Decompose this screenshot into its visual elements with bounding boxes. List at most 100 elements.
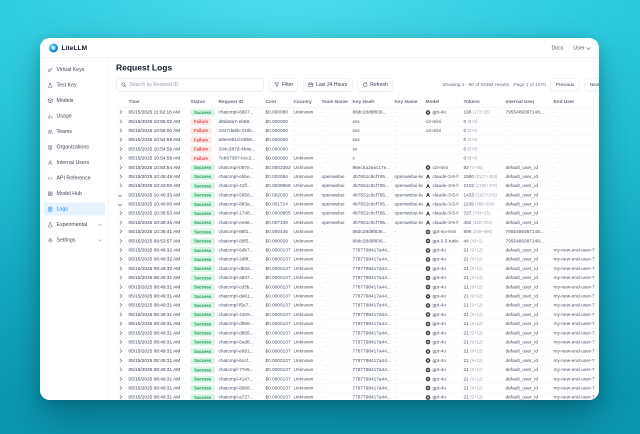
sidebar-item-teams[interactable]: Teams <box>44 125 106 138</box>
sidebar-item-experimental[interactable]: Experimental <box>44 218 106 231</box>
table-row[interactable]: 05/15/2025 10:43:00 AM Success chatcmpl-41… <box>116 181 595 191</box>
row-expand-chevron[interactable] <box>117 128 123 133</box>
sidebar-item-organizations[interactable]: Organizations <box>44 141 106 154</box>
row-expand-chevron[interactable] <box>117 137 123 142</box>
table-row[interactable]: 05/15/2025 11:02:18 AM Success chatcmpl-88… <box>116 107 595 118</box>
table-row[interactable]: 05/15/2025 09:53:57 AM Success chatcmpl-88… <box>116 236 595 246</box>
table-cell: 92 (7+85) <box>461 162 503 173</box>
previous-page-button[interactable]: Previous <box>550 78 580 91</box>
sidebar-item-usage[interactable]: Usage <box>44 110 106 123</box>
sidebar-item-virtual-keys[interactable]: Virtual Keys <box>44 63 106 76</box>
table-row[interactable]: 05/15/2025 10:55:02 AM Failure d8da5a7-eb8… <box>116 116 595 127</box>
row-expand-chevron[interactable] <box>117 238 123 243</box>
table-row[interactable]: 05/15/2025 08:49:32 AM Success chatcmpl-d5… <box>116 264 595 274</box>
table-row[interactable]: 05/15/2025 08:49:32 AM Success chatcmpl-2d… <box>116 254 595 265</box>
table-row[interactable]: 05/15/2025 10:40:33 AM Success chatcmpl-58… <box>116 190 595 200</box>
table-row[interactable]: 05/15/2025 08:49:31 AM Success chatcmpl-43… <box>116 310 595 320</box>
row-expand-chevron[interactable] <box>117 349 123 354</box>
table-row[interactable]: 05/15/2025 08:49:31 AM Success chatcmpl-89… <box>116 383 595 394</box>
table-row[interactable]: 05/15/2025 08:49:31 AM Success chatcmpl-d8… <box>116 328 595 338</box>
table-cell: default_user_id <box>503 254 551 265</box>
row-expand-chevron[interactable] <box>117 109 123 115</box>
row-expand-chevron[interactable] <box>117 247 123 253</box>
table-cell: Unknown <box>291 107 319 118</box>
table-row[interactable]: 05/15/2025 10:39:53 AM Success chatcmpl-17… <box>116 208 595 219</box>
row-expand-chevron[interactable] <box>117 211 123 216</box>
sidebar-item-internal-users[interactable]: Internal Users <box>44 156 106 169</box>
row-expand-chevron[interactable] <box>117 220 123 225</box>
table-row[interactable]: 05/15/2025 08:49:31 AM Success chatcmpl-da… <box>116 291 595 302</box>
filter-button[interactable]: Filter <box>269 78 299 92</box>
row-expand-chevron[interactable] <box>117 339 123 345</box>
docs-link[interactable]: Docs <box>551 44 564 51</box>
row-expand-chevron[interactable] <box>117 183 123 188</box>
table-row[interactable]: 05/15/2025 10:54:59 AM Failure 334c387d-4b… <box>116 144 595 154</box>
search-input[interactable] <box>129 82 259 88</box>
table-row[interactable]: 05/15/2025 10:38:41 AM Success chatcmpl-88… <box>116 227 595 237</box>
openai-icon <box>425 248 431 253</box>
table-row[interactable]: 05/15/2025 08:49:31 AM Success chatcmpl-6c… <box>116 356 595 366</box>
table-cell: 05/15/2025 08:49:31 AM <box>126 310 188 320</box>
table-cell: - <box>392 365 423 375</box>
table-row[interactable]: 05/15/2025 10:45:49 AM Success chatcmpl-eb… <box>116 172 595 182</box>
next-page-button[interactable]: Next <box>584 78 599 91</box>
table-row[interactable]: 05/15/2025 08:49:31 AM Success chatcmpl-a7… <box>116 392 595 400</box>
row-expand-chevron[interactable] <box>117 367 123 372</box>
row-expand-chevron[interactable] <box>117 395 123 400</box>
table-row[interactable]: 05/15/2025 08:49:31 AM Success chatcmpl-d9… <box>116 319 595 329</box>
row-expand-chevron[interactable] <box>117 174 123 179</box>
table-row[interactable]: 05/15/2025 10:54:54 AM Success chatcmpl-b8… <box>116 162 595 173</box>
row-expand-chevron[interactable] <box>117 229 123 234</box>
table-row[interactable]: 05/15/2025 08:49:31 AM Success chatcmpl-41… <box>116 374 595 384</box>
row-expand-chevron[interactable] <box>117 303 123 308</box>
row-expand-chevron[interactable] <box>117 119 123 124</box>
table-cell: chatcmpl-4147... <box>216 374 263 384</box>
row-expand-chevron[interactable] <box>117 358 123 363</box>
sidebar-item-models[interactable]: Models <box>44 94 106 107</box>
table-row[interactable]: 05/15/2025 08:49:31 AM Success chatcmpl-6e… <box>116 337 595 348</box>
table-row[interactable]: 05/15/2025 10:54:58 AM Failure 7eb67387-bc… <box>116 153 595 164</box>
row-expand-chevron[interactable] <box>117 146 123 151</box>
row-expand-chevron[interactable] <box>117 155 123 161</box>
sidebar-item-settings[interactable]: Settings <box>44 234 106 247</box>
table-row[interactable]: 05/15/2025 10:54:59 AM Failure a9ee681d-b8… <box>116 135 595 145</box>
table-row[interactable]: 05/15/2025 08:49:31 AM Success chatcmpl-a8… <box>116 273 595 283</box>
date-range-button[interactable]: Last 24 Hours <box>303 78 353 92</box>
row-expand-chevron[interactable] <box>117 257 123 262</box>
row-expand-chevron[interactable] <box>117 321 123 326</box>
row-expand-chevron[interactable] <box>117 376 123 381</box>
table-row[interactable]: 05/15/2025 08:49:32 AM Success chatcmpl-6d… <box>116 245 595 256</box>
row-expand-chevron[interactable] <box>117 266 123 271</box>
row-collapse-chevron[interactable] <box>117 201 123 207</box>
table-row[interactable]: 05/15/2025 10:39:46 AM Success chatcmpl-ee… <box>116 218 595 228</box>
table-cell: 7787798417a44... <box>350 254 392 265</box>
sidebar-item-test-key[interactable]: Test Key <box>44 79 106 92</box>
row-expand-chevron[interactable] <box>117 275 123 280</box>
row-expand-chevron[interactable] <box>117 165 123 170</box>
row-expand-chevron[interactable] <box>117 312 123 317</box>
row-expand-chevron[interactable] <box>117 330 123 335</box>
table-cell: default_user_id <box>503 162 551 173</box>
table-row[interactable]: 05/15/2025 08:49:31 AM Success chatcmpl-f5… <box>116 300 595 311</box>
table-row[interactable]: 05/15/2025 08:49:31 AM Success chatcmpl-77… <box>116 365 595 375</box>
refresh-button[interactable]: Refresh <box>357 78 393 92</box>
table-cell: 4b7651c9cf795... <box>350 181 392 191</box>
sidebar-item-api-reference[interactable]: API Reference <box>44 172 106 185</box>
table-cell <box>116 374 126 384</box>
row-expand-chevron[interactable] <box>117 385 123 391</box>
row-expand-chevron[interactable] <box>117 293 123 299</box>
sidebar-item-logs[interactable]: Logs <box>43 202 105 216</box>
table-row[interactable]: 05/15/2025 08:49:31 AM Success chatcmpl-cd… <box>116 282 595 292</box>
user-menu[interactable]: User <box>573 45 591 51</box>
table-cell: 05/15/2025 08:49:31 AM <box>126 346 188 357</box>
search-box[interactable] <box>116 78 264 92</box>
row-collapse-chevron[interactable] <box>117 192 123 197</box>
table-row[interactable]: 05/15/2025 10:40:00 AM Success chatcmpl-88… <box>116 199 595 210</box>
row-expand-chevron[interactable] <box>117 284 123 289</box>
table-cell: Success <box>188 218 216 228</box>
table-cell: chatcmpl-883a... <box>216 199 263 210</box>
table-row[interactable]: 05/15/2025 08:49:31 AM Success chatcmpl-e8… <box>116 346 595 357</box>
table-cell: - <box>319 126 350 136</box>
table-row[interactable]: 05/15/2025 10:55:00 AM Failure 4347da9b-31… <box>116 126 595 136</box>
sidebar-item-model-hub[interactable]: Model Hub <box>44 187 106 200</box>
